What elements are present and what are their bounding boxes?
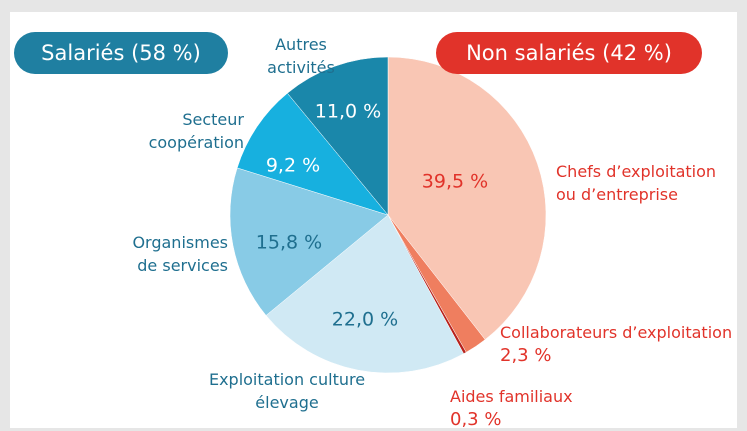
pie-slice (287, 56, 389, 216)
group-badge: Non salariés (42 %) (436, 32, 702, 74)
category-label: Organismes de services (132, 233, 228, 275)
category-label: Chefs d’exploitation ou d’entreprise (556, 162, 717, 204)
value-label: 15,8 % (256, 232, 322, 254)
category-label: Aides familiaux (450, 387, 573, 406)
category-label: Secteur coopération (148, 110, 244, 152)
pie-slice (229, 167, 389, 316)
value-label: 2,3 % (500, 345, 552, 366)
category-label: Autres activités (267, 35, 335, 77)
value-label: 11,0 % (315, 101, 381, 123)
pie-slice (387, 56, 547, 340)
value-label: 9,2 % (266, 155, 320, 177)
pie-slice (265, 214, 464, 374)
value-label: 22,0 % (332, 309, 398, 331)
category-label: Exploitation culture élevage (208, 370, 366, 412)
category-label: Collaborateurs d’exploitation (500, 323, 733, 342)
value-label: 0,3 % (450, 409, 502, 430)
value-label: 39,5 % (422, 171, 488, 193)
pie-slice (236, 92, 389, 216)
group-badge: Salariés (58 %) (14, 32, 228, 74)
